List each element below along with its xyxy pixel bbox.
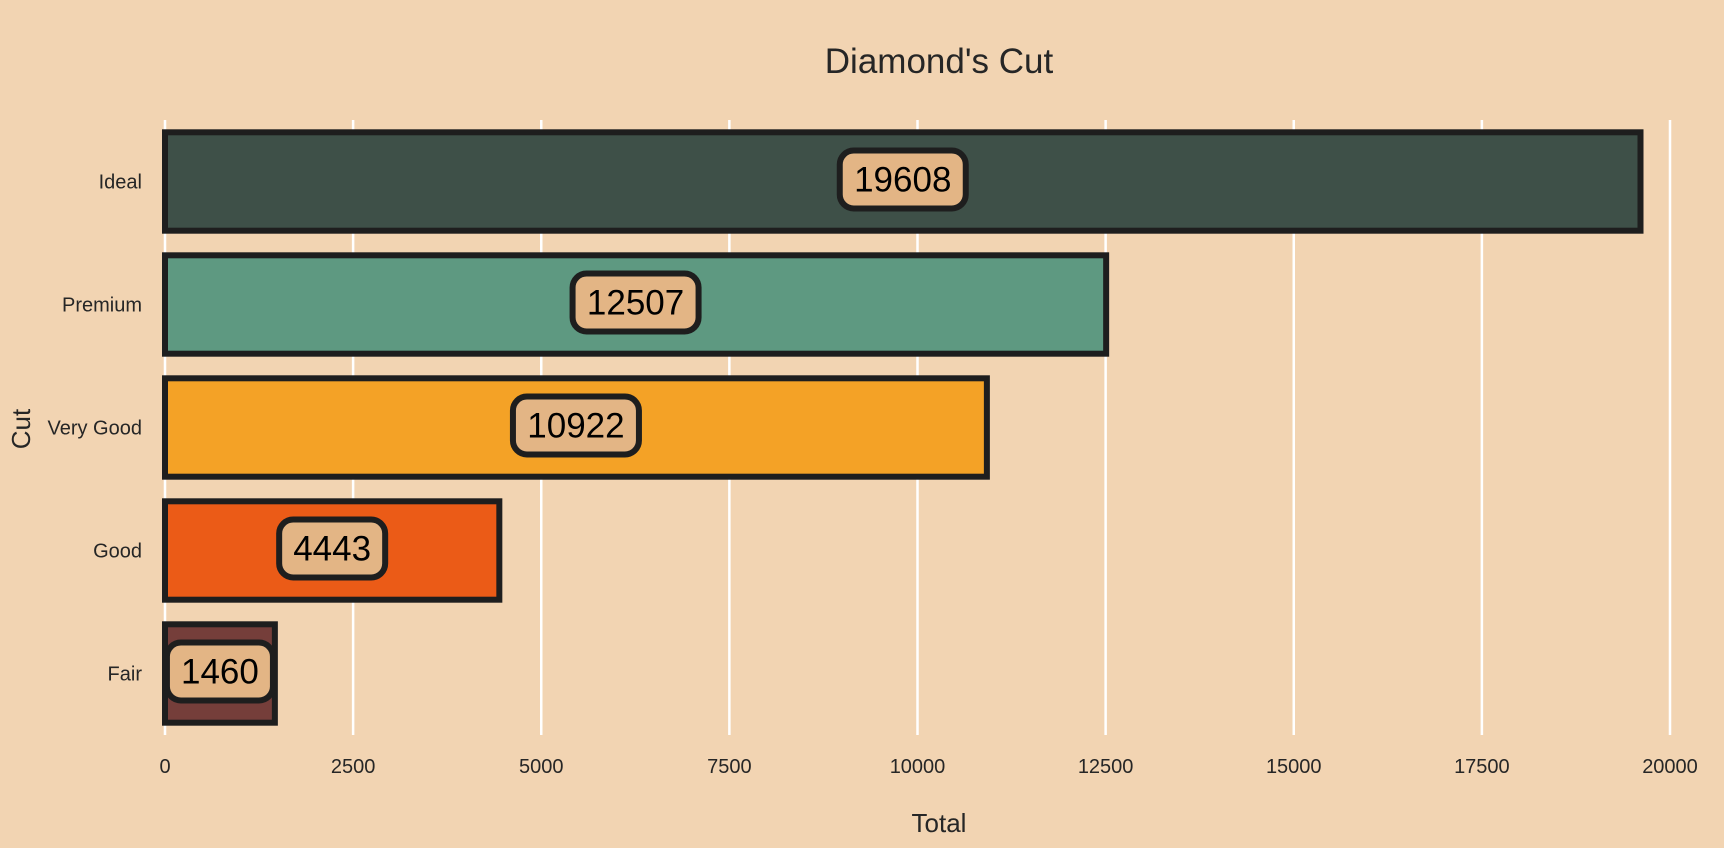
category-label: Good [93, 541, 142, 563]
x-tick-label: 17500 [1454, 756, 1510, 778]
category-label: Very Good [47, 418, 142, 440]
value-label: 4443 [293, 530, 371, 569]
value-label-box [509, 393, 642, 458]
x-tick-label: 7500 [707, 756, 752, 778]
value-label: 10922 [527, 407, 624, 446]
category-label: Ideal [99, 172, 142, 194]
value-label: 19608 [854, 161, 951, 200]
value-labels: 19608 12507 10922 4443 1460 [163, 147, 969, 704]
x-axis-title: Total [912, 808, 967, 838]
x-tick-label: 20000 [1642, 756, 1698, 778]
category-label: Fair [108, 664, 143, 686]
value-label-box [276, 516, 389, 581]
y-axis-title: Cut [6, 408, 36, 449]
x-tick-label: 10000 [890, 756, 946, 778]
value-label-box [836, 147, 969, 212]
x-tick-label: 12500 [1078, 756, 1134, 778]
x-tick-label: 15000 [1266, 756, 1322, 778]
x-tick-labels: 0 2500 5000 7500 10000 12500 15000 17500 20000 [159, 756, 1697, 778]
value-label: 12507 [587, 284, 684, 323]
x-tick-label: 5000 [519, 756, 564, 778]
value-label-box [163, 639, 276, 704]
category-label: Premium [62, 295, 142, 317]
bars [162, 129, 1644, 726]
value-label: 1460 [181, 653, 259, 692]
x-tick-label: 0 [159, 756, 170, 778]
value-label-box [569, 270, 702, 335]
chart-title: Diamond's Cut [825, 42, 1054, 81]
category-labels: Ideal Premium Very Good Good Fair [47, 172, 142, 686]
x-tick-label: 2500 [331, 756, 376, 778]
